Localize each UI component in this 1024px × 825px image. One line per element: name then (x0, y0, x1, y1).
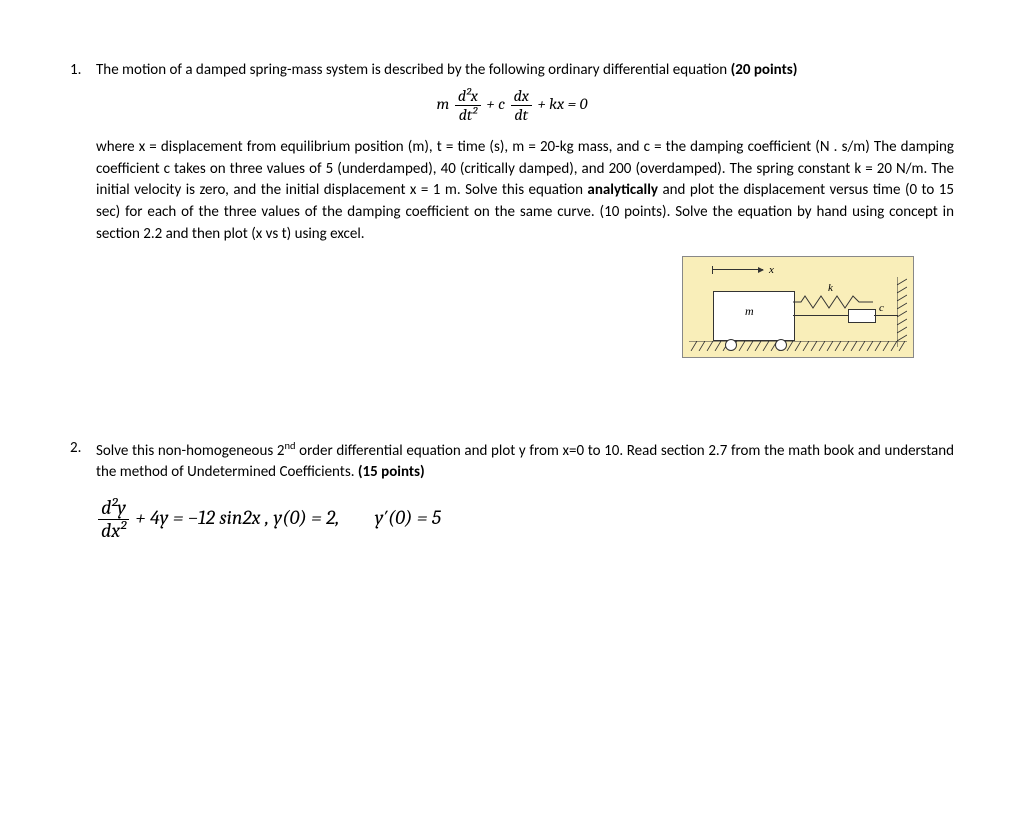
problem-2-equation: d²y dx² + 4y = −12 sin2x , y(0) = 2, y′(… (96, 498, 954, 541)
problem-2-intro: Solve this non-homogeneous 2nd order dif… (96, 438, 954, 485)
eq1-d2x: d²x (455, 88, 481, 106)
problem-2-intro-a: Solve this non-homogeneous 2 (96, 442, 284, 460)
eq2-d2y: d²y (98, 498, 129, 520)
mass-label: m (745, 303, 754, 320)
x-arrow-icon (713, 269, 763, 270)
problem-1-body: where x = displacement from equilibrium … (96, 137, 954, 246)
problem-1-intro: The motion of a damped spring-mass syste… (96, 60, 954, 82)
wheel-icon (725, 339, 737, 351)
mass-block (713, 291, 795, 341)
eq2-yprime: y′(0) = 5 (375, 506, 441, 529)
problem-1-diagram-wrap: m x k c (70, 256, 954, 358)
problem-1-intro-text: The motion of a damped spring-mass syste… (96, 61, 727, 79)
wheel-icon (775, 339, 787, 351)
eq1-tail: + kx = 0 (537, 95, 587, 113)
k-label: k (828, 281, 833, 297)
eq1-dt2: dt² (455, 106, 481, 123)
problem-1-number: 1. (70, 60, 96, 82)
eq2-gap (344, 506, 370, 529)
problem-2-header: 2. Solve this non-homogeneous 2nd order … (70, 438, 954, 485)
damper-box (848, 309, 876, 323)
problem-2-nd: nd (284, 439, 295, 452)
x-label: x (769, 263, 774, 279)
problem-2-number: 2. (70, 438, 96, 460)
problem-1-equation: m d²x dt² + c dx dt + kx = 0 (70, 88, 954, 123)
eq1-dx: dx (511, 88, 532, 106)
damper-rod-2 (874, 315, 898, 316)
eq2-dx2: dx² (98, 520, 129, 541)
c-label: c (879, 301, 884, 317)
eq2-frac: d²y dx² (98, 498, 129, 541)
problem-1: 1. The motion of a damped spring-mass sy… (70, 60, 954, 358)
eq1-dt: dt (511, 106, 532, 123)
ground-hatch-icon (689, 341, 907, 351)
wall-hatch-icon (897, 277, 907, 347)
problem-1-header: 1. The motion of a damped spring-mass sy… (70, 60, 954, 82)
eq1-plus-c: + c (486, 95, 508, 113)
eq1-m: m (437, 95, 450, 113)
spring-mass-diagram: m x k c (682, 256, 914, 358)
damper-rod (793, 315, 848, 316)
spring-icon (793, 295, 873, 309)
problem-1-analytically: analytically (587, 181, 658, 199)
eq1-frac1: d²x dt² (455, 88, 481, 123)
problem-2: 2. Solve this non-homogeneous 2nd order … (70, 438, 954, 542)
eq2-mid: + 4y = −12 sin2x , y(0) = 2, (135, 506, 339, 529)
eq1-frac2: dx dt (511, 88, 532, 123)
problem-1-points: (20 points) (731, 61, 798, 79)
problem-2-points: (15 points) (358, 463, 425, 481)
